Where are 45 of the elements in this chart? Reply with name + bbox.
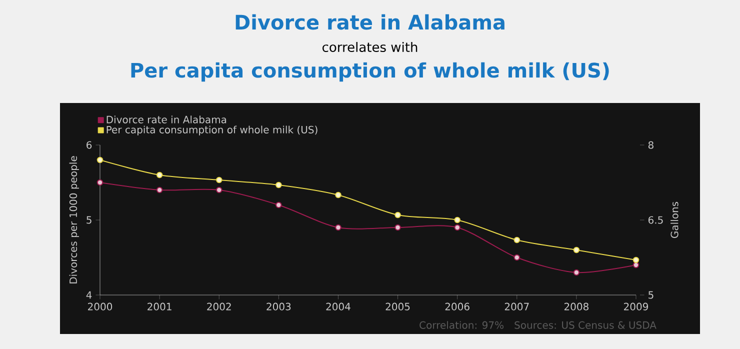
point [156, 172, 163, 178]
y-axis-title: Divorces per 1000 people [69, 156, 79, 284]
legend-label: Per capita consumption of whole milk (US) [106, 126, 318, 136]
point [632, 262, 640, 268]
x-tick-label: 2003 [266, 302, 291, 310]
y-tick-label: 5 [86, 216, 92, 224]
chart-subtitle: correlates with [322, 42, 418, 52]
point [96, 179, 104, 186]
x-tick-label: 2001 [148, 302, 172, 310]
x-tick-label: 2007 [504, 302, 529, 310]
legend-label: Divorce rate in Alabama [106, 116, 226, 124]
point [514, 236, 520, 244]
x-tick-label: 2009 [624, 302, 648, 310]
y-tick-label: 4 [86, 291, 92, 299]
x-tick-label: 2004 [326, 302, 350, 310]
point [276, 182, 282, 188]
x-tick-label: 2000 [88, 302, 112, 310]
text: Correlation: 97% [420, 321, 504, 329]
x-tick-label: 2008 [564, 302, 588, 310]
source-note: Sources: US Census & USDA [514, 321, 656, 329]
y-tick-label: 6 [86, 141, 92, 149]
point [632, 256, 640, 264]
point [276, 202, 282, 208]
text: Per capita consumption of whole milk (US) [131, 62, 609, 82]
point [335, 192, 342, 198]
y2-tick-label: 6.5 [648, 216, 663, 224]
point [216, 176, 222, 184]
point [156, 186, 163, 194]
point [454, 216, 460, 224]
point [454, 224, 460, 231]
point [573, 246, 580, 254]
chart-title: Divorce rate in Alabama [236, 14, 504, 30]
x-tick-label: 2006 [445, 302, 470, 310]
point [96, 156, 104, 164]
point [573, 269, 580, 276]
y2-tick-label: 8 [648, 141, 654, 149]
y2-tick-label: 5 [648, 291, 654, 299]
point [335, 224, 342, 231]
point [216, 186, 222, 194]
point [394, 224, 401, 231]
point [514, 254, 520, 261]
y2-axis-title: Gallons [670, 202, 678, 238]
point [394, 212, 401, 218]
x-tick-label: 2005 [386, 302, 410, 310]
x-tick-label: 2002 [207, 302, 231, 310]
